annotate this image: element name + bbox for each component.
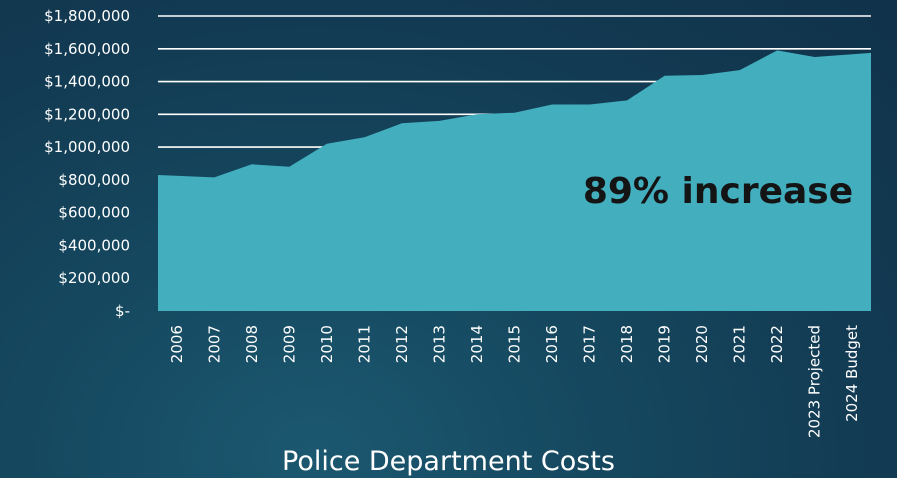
increase-annotation: 89% increase [583, 171, 853, 212]
x-tick-label: 2006 [168, 325, 186, 363]
y-tick-label: $1,400,000 [44, 73, 130, 91]
x-tick-label: 2009 [280, 325, 298, 363]
y-tick-label: $800,000 [58, 171, 130, 189]
x-tick-label: 2012 [393, 325, 411, 363]
x-tick-label: 2017 [581, 325, 599, 363]
y-tick-label: $1,800,000 [44, 7, 130, 25]
chart-title: Police Department Costs [282, 446, 615, 477]
y-tick-label: $1,600,000 [44, 40, 130, 58]
y-tick-label: $1,200,000 [44, 105, 130, 123]
x-tick-label: 2013 [430, 325, 448, 363]
x-tick-label: 2011 [355, 325, 373, 363]
x-axis-tick-labels: 2006 2007 2008 2009 2010 2011 2012 2013 2014 2015… [168, 325, 861, 438]
x-tick-label: 2019 [656, 325, 674, 363]
x-tick-label: 2015 [506, 325, 524, 363]
y-axis-tick-labels: $- $200,000 $400,000 $600,000 $800,000 $1,000… [44, 7, 130, 320]
series-area [158, 50, 871, 312]
y-tick-label: $200,000 [58, 269, 130, 287]
x-tick-label: 2008 [243, 325, 261, 363]
x-tick-label: 2020 [693, 325, 711, 363]
x-tick-label: 2018 [618, 325, 636, 363]
x-tick-label: 2014 [468, 325, 486, 363]
x-tick-label: 2016 [543, 325, 561, 363]
x-tick-label: 2021 [731, 325, 749, 363]
y-tick-label: $600,000 [58, 204, 130, 222]
x-tick-label: 2022 [768, 325, 786, 363]
x-tick-label: 2023 Projected [806, 325, 824, 438]
y-tick-label: $400,000 [58, 236, 130, 254]
x-tick-label: 2024 Budget [843, 325, 861, 422]
y-tick-label: $- [115, 302, 130, 320]
x-tick-label: 2010 [318, 325, 336, 363]
y-tick-label: $1,000,000 [44, 138, 130, 156]
x-tick-label: 2007 [205, 325, 223, 363]
